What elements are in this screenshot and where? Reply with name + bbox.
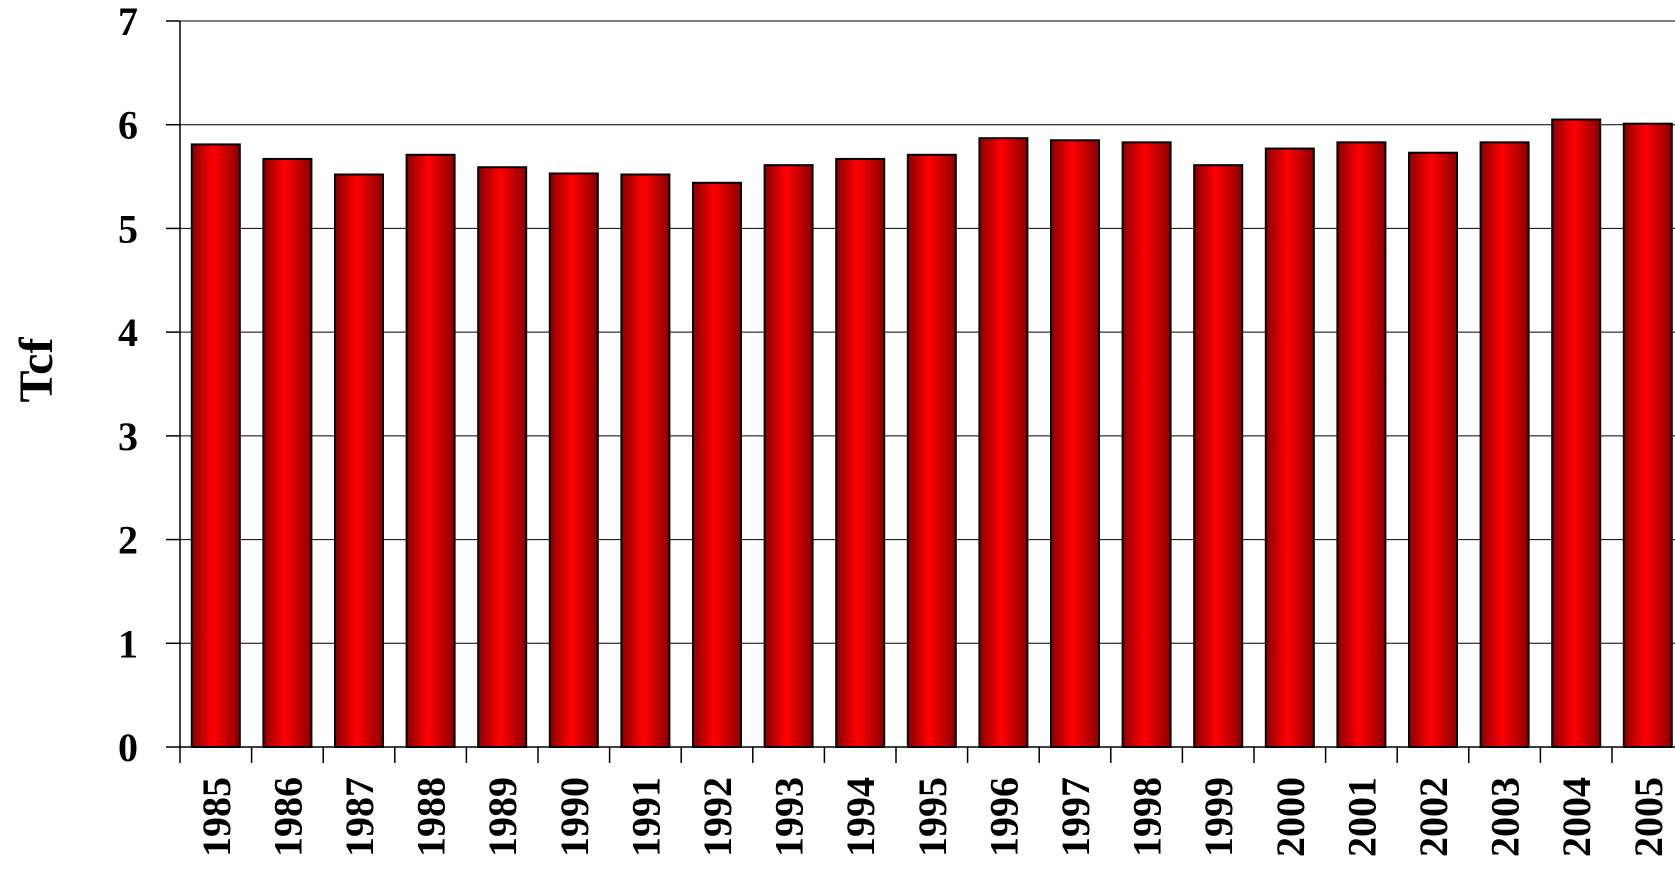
bar: [1193, 164, 1244, 749]
x-tick-labels: 1985 1986 1987 1988 1989 1990 1991 1992 1993 1994…: [194, 777, 1671, 857]
y-tick-label: 5: [118, 206, 138, 251]
bar: [1336, 141, 1387, 749]
bar: [1622, 122, 1673, 749]
bar: [548, 172, 599, 748]
x-tick-label: 1999: [1196, 777, 1241, 857]
bar: [1264, 147, 1315, 749]
x-tick-label: 2002: [1411, 777, 1456, 857]
bar: [620, 173, 671, 749]
bar: [978, 137, 1029, 748]
x-tick-label: 1986: [265, 777, 310, 857]
y-axis-label: Tcf: [10, 337, 63, 403]
bar: [334, 173, 384, 749]
x-tick-label: 2004: [1554, 777, 1599, 857]
x-tick-label: 1994: [838, 777, 883, 857]
y-tick-label: 0: [118, 725, 138, 770]
y-tick-label: 1: [118, 621, 138, 666]
x-tick-label: 1990: [552, 777, 597, 857]
bar: [190, 143, 241, 749]
bar: [763, 164, 814, 749]
x-tick-label: 1993: [767, 777, 812, 857]
bar: [835, 157, 886, 748]
axes: [166, 20, 1675, 763]
x-tick-label: 2003: [1483, 777, 1528, 857]
bar: [1408, 151, 1458, 748]
y-tick-label: 6: [118, 103, 138, 148]
y-tick-label: 2: [118, 518, 138, 563]
x-tick-label: 1991: [623, 777, 668, 857]
bar: [1551, 118, 1602, 749]
x-tick-label: 1995: [910, 777, 955, 857]
x-tick-label: 2000: [1268, 777, 1313, 857]
x-tick-label: 1998: [1125, 777, 1170, 857]
x-tick-label: 2001: [1339, 777, 1384, 857]
x-tick-label: 1992: [695, 777, 740, 857]
x-tick-label: 1997: [1053, 777, 1098, 857]
x-tick-label: 1989: [480, 777, 525, 857]
x-tick-label: 1988: [409, 777, 454, 857]
y-tick-label: 3: [118, 414, 138, 459]
bar: [692, 181, 742, 748]
y-tick-labels: 0 1 2 3 4 5 6 7: [118, 0, 138, 770]
x-tick-label: 1987: [337, 777, 382, 857]
x-tick-label: 2005: [1626, 777, 1671, 857]
bar: [405, 153, 456, 748]
x-tick-label: 1985: [194, 777, 239, 857]
bar: [1050, 139, 1100, 748]
bar: [477, 166, 528, 749]
bar: [1479, 141, 1530, 749]
bar: [262, 157, 313, 748]
y-tick-label: 4: [118, 310, 138, 355]
y-tick-label: 7: [118, 0, 138, 44]
x-tick-label: 1996: [981, 777, 1026, 857]
bar: [906, 153, 957, 748]
bar: [1121, 141, 1172, 749]
bars: [190, 118, 1673, 749]
